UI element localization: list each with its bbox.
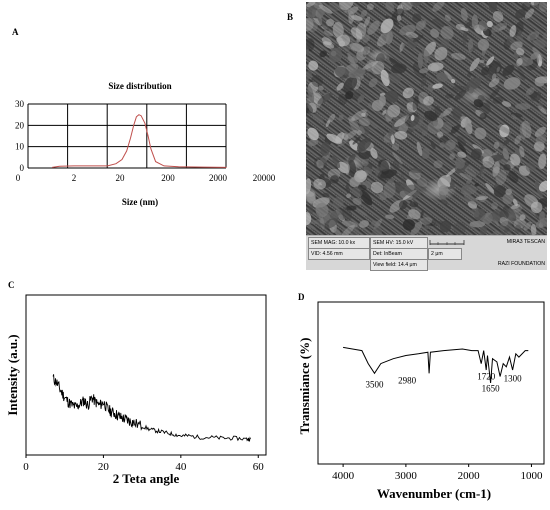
peak-annotation: 1300 — [504, 373, 522, 383]
chart-d-ylabel: Transmiance (%) — [297, 338, 312, 435]
x-tick-label: 0 — [23, 461, 29, 473]
panel-label-a: A — [12, 27, 19, 37]
peak-annotation: 3500 — [366, 379, 385, 389]
sem-info-bar: SEM MAG: 10.0 kx SEM HV: 15.0 kV MIRA3 T… — [306, 235, 547, 271]
ftir-spectrum-line — [343, 346, 529, 384]
chart-c-frame — [25, 294, 267, 456]
size-distribution-chart: Size distribution 0 10 20 30 0 2 20 200 2000 200… — [15, 81, 276, 207]
sem-scale-bar — [426, 237, 468, 247]
y-tick-label: 10 — [15, 142, 25, 152]
x-tick-label: 60 — [253, 461, 265, 473]
size-distribution-line — [52, 114, 227, 168]
chart-d-series — [343, 346, 529, 384]
peak-annotation: 2980 — [398, 375, 417, 385]
y-tick-label: 20 — [15, 120, 25, 130]
chart-a-title: Size distribution — [108, 81, 171, 91]
sem-scale-label: 2 μm — [428, 248, 462, 260]
chart-d-x-tick-labels: 4000 3000 2000 1000 — [332, 464, 543, 482]
sem-vid: VID: 4.56 mm — [308, 248, 370, 260]
chart-a-grid — [27, 103, 227, 169]
x-tick-label: 20 — [98, 461, 110, 473]
chart-c-xlabel: 2 Teta angle — [113, 471, 180, 486]
chart-a-y-tick-labels: 0 10 20 30 — [15, 99, 25, 173]
chart-a-series — [52, 114, 227, 168]
panel-label-d: D — [298, 292, 305, 302]
sem-brand: MIRA3 TESCAN — [506, 239, 545, 245]
x-tick-label: 1000 — [520, 470, 543, 482]
sem-view-field: View field: 14.4 μm — [370, 259, 428, 271]
x-tick-label: 0 — [16, 173, 21, 183]
x-tick-label: 40 — [175, 461, 187, 473]
x-tick-label: 200 — [161, 173, 175, 183]
panel-label-c: C — [8, 280, 15, 290]
sem-micrograph: SEM MAG: 10.0 kx SEM HV: 15.0 kV MIRA3 T… — [306, 2, 547, 271]
y-tick-label: 0 — [20, 163, 25, 173]
x-tick-label: 20 — [116, 173, 126, 183]
chart-c-ylabel: Intensity (a.u.) — [5, 334, 20, 415]
x-tick-label: 4000 — [332, 470, 355, 482]
x-tick-label: 2000 — [209, 173, 228, 183]
x-tick-label: 20000 — [253, 173, 276, 183]
chart-c-x-tick-labels: 0 20 40 60 — [23, 455, 264, 473]
chart-a-x-tick-labels: 0 2 20 200 2000 20000 — [16, 173, 276, 183]
x-tick-label: 3000 — [395, 470, 418, 482]
peak-annotation: 1650 — [482, 383, 501, 393]
sem-particle-texture — [306, 2, 547, 236]
xrd-pattern-line — [52, 374, 251, 442]
panel-label-b: B — [287, 12, 294, 22]
chart-d-xlabel: Wavenumber (cm-1) — [377, 486, 491, 501]
sem-organization: RAZI FOUNDATION — [497, 261, 545, 267]
y-tick-label: 30 — [15, 99, 25, 109]
x-tick-label: 2 — [72, 173, 77, 183]
chart-a-xlabel: Size (nm) — [122, 197, 158, 207]
xrd-chart: 0 20 40 60 2 Teta angle Intensity (a.u.) — [5, 294, 267, 486]
chart-d-frame — [317, 301, 545, 465]
x-tick-label: 2000 — [458, 470, 481, 482]
chart-c-series — [52, 374, 251, 442]
peak-annotation: 1720 — [477, 371, 496, 381]
